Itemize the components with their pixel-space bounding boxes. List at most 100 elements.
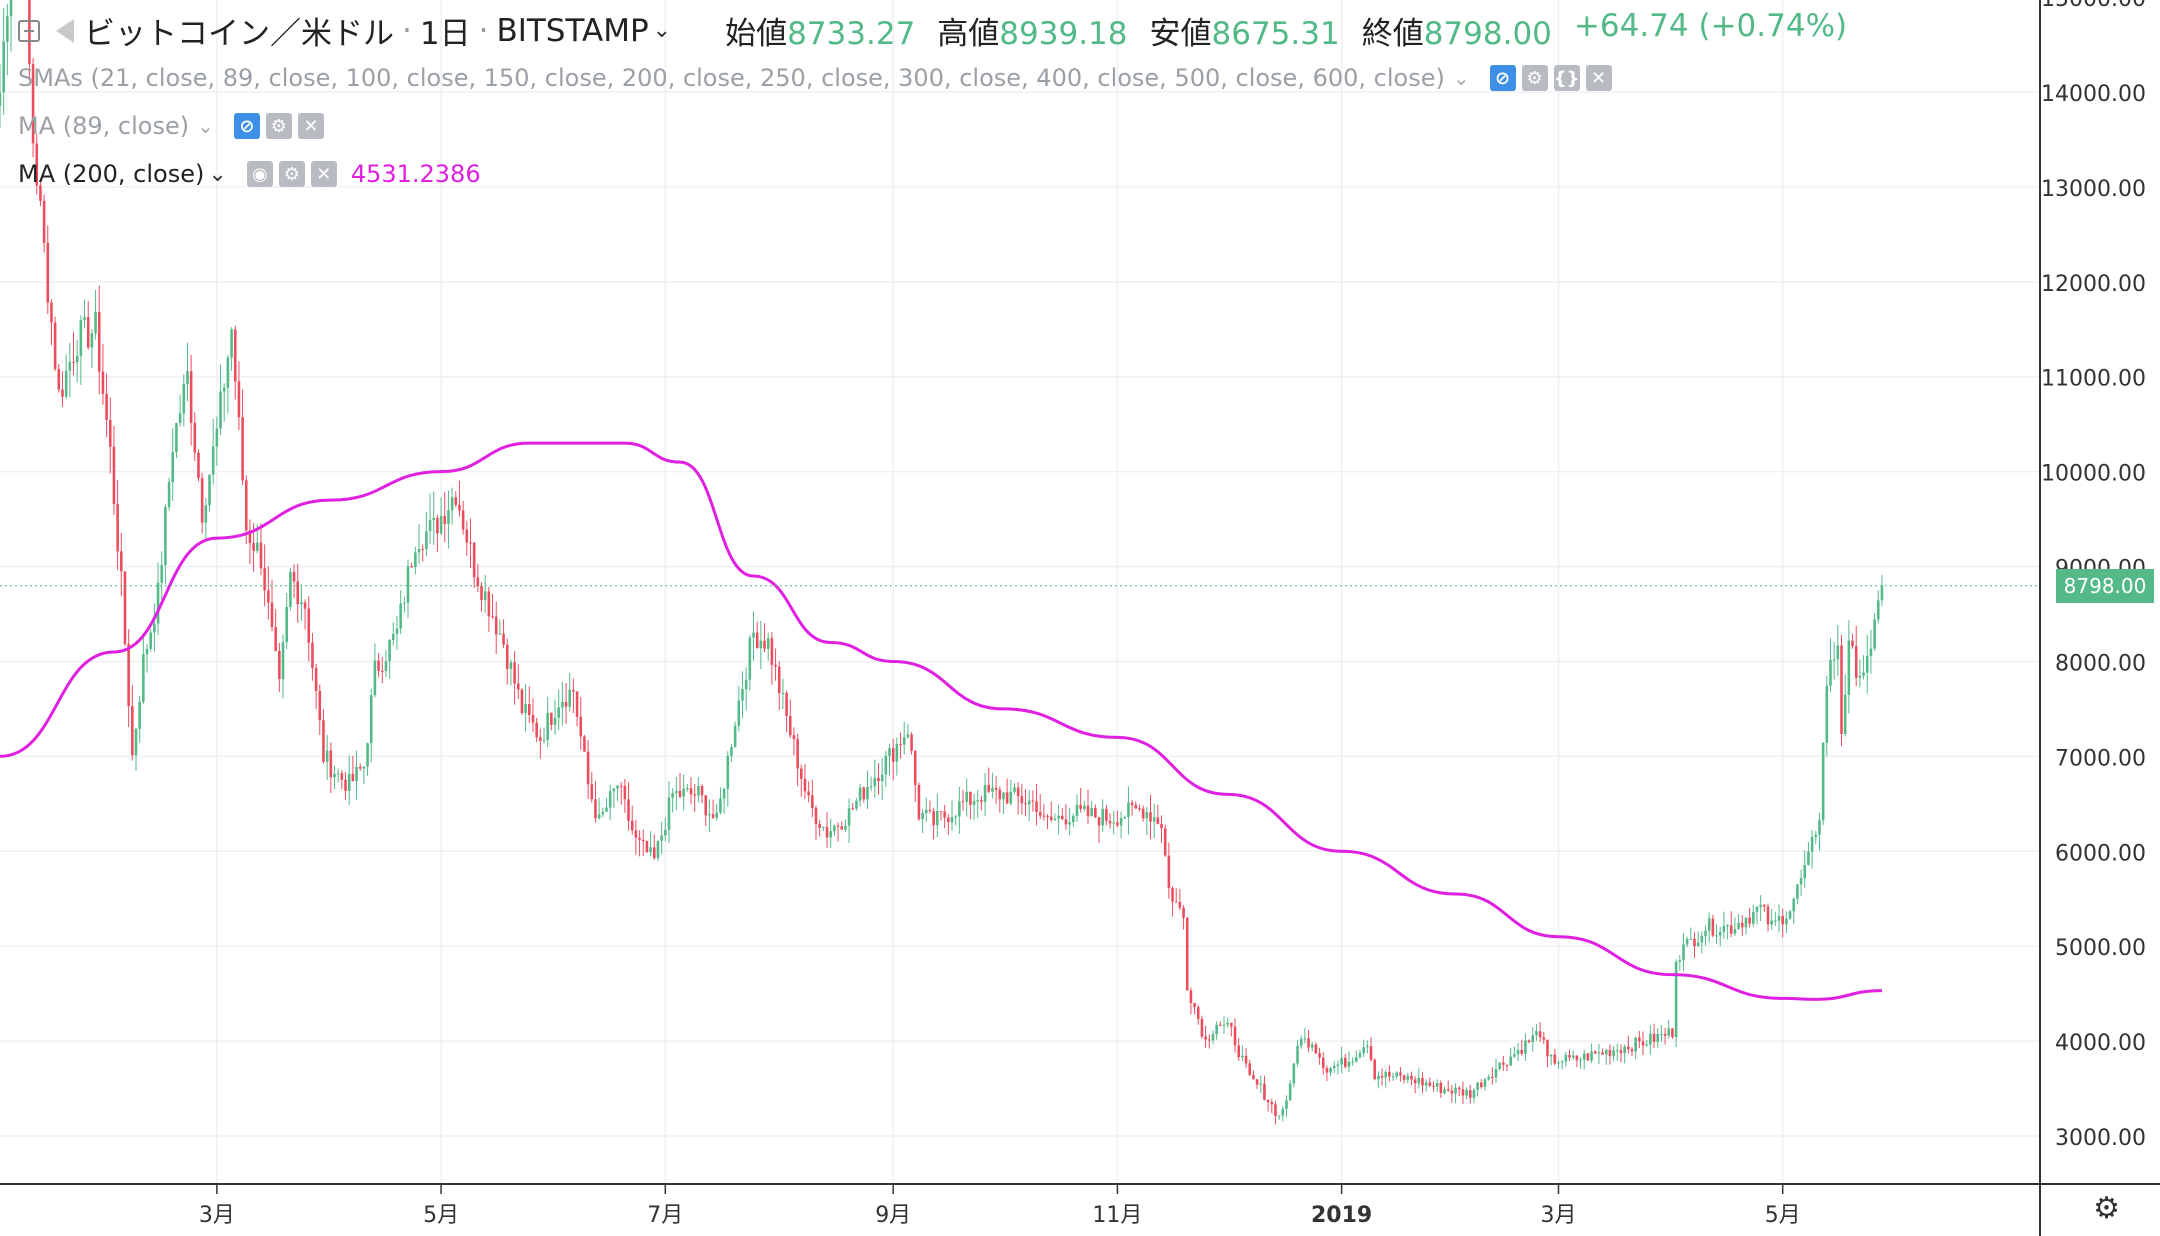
gear-icon[interactable]: ⚙ [265, 113, 292, 139]
candle [796, 733, 799, 787]
candle [649, 831, 652, 857]
candle [1763, 904, 1766, 912]
indicator-legend-ma89[interactable]: MA (89, close) ⌄ ⊘ ⚙ ✕ [18, 112, 324, 140]
candle [1810, 830, 1814, 869]
candle-body [553, 717, 557, 725]
candle [1002, 792, 1005, 815]
candle-body [1693, 938, 1696, 947]
close-icon[interactable]: ✕ [297, 113, 324, 139]
candle [263, 544, 266, 607]
candle [1182, 905, 1185, 930]
candle-body [1123, 817, 1127, 819]
candle-body [1777, 916, 1781, 921]
price-tick-label: 6000.00 [2055, 841, 2146, 866]
close-icon[interactable]: ✕ [1585, 65, 1612, 91]
flag-icon[interactable] [56, 18, 74, 43]
candle-body [292, 571, 296, 582]
candle-body [123, 571, 127, 644]
exchange[interactable]: BITSTAMP [496, 12, 649, 49]
collapse-icon[interactable] [18, 19, 40, 42]
candle [1244, 1048, 1248, 1069]
candle [520, 688, 524, 716]
candle [1718, 926, 1722, 947]
close-label: 終値 [1361, 16, 1424, 52]
candle [1535, 1024, 1538, 1041]
candle-body [134, 728, 138, 756]
indicator-label[interactable]: SMAs (21, close, 89, close, 100, close, … [18, 64, 1445, 92]
candle [1781, 908, 1784, 938]
hidden-eye-icon[interactable]: ⊘ [233, 113, 260, 139]
candle [1575, 1055, 1579, 1068]
indicator-label[interactable]: MA (200, close) [18, 160, 205, 188]
candle-body [678, 790, 682, 797]
eye-icon[interactable]: ◉ [246, 161, 273, 187]
candle [766, 632, 770, 661]
indicator-legend-smas[interactable]: SMAs (21, close, 89, close, 100, close, … [18, 64, 1612, 92]
candle-body [1332, 1065, 1336, 1069]
candle-body [6, 16, 9, 42]
candle-body [1579, 1059, 1582, 1061]
low-label: 安値 [1149, 16, 1212, 52]
candle-body [524, 703, 527, 713]
candle [1862, 655, 1865, 680]
candle-body [57, 368, 61, 390]
candle-body [1020, 796, 1024, 804]
candle-body [90, 333, 94, 348]
candle-body [1178, 901, 1182, 908]
indicator-label[interactable]: MA (89, close) [18, 112, 190, 140]
candle-body [785, 692, 788, 716]
chevron-down-icon[interactable]: ⌄ [652, 18, 672, 43]
candle-body [369, 695, 373, 744]
candle-body [877, 777, 880, 782]
candle-body [520, 689, 524, 713]
candle [730, 744, 733, 762]
candle-body [847, 808, 851, 826]
chevron-down-icon[interactable]: ⌄ [208, 161, 227, 187]
candle-body [682, 788, 685, 797]
chevron-down-icon[interactable]: ⌄ [197, 114, 214, 138]
candle [410, 562, 413, 568]
candle-body [641, 839, 645, 842]
chart-settings-gear-icon[interactable]: ⚙ [2093, 1191, 2120, 1226]
candle-body [1616, 1050, 1619, 1052]
candle-body [344, 779, 347, 791]
candle-body [267, 590, 270, 603]
candle [1880, 574, 1884, 606]
candle [1491, 1067, 1494, 1085]
candle [1259, 1075, 1263, 1094]
candle-body [1292, 1063, 1296, 1084]
candle-body [186, 371, 189, 385]
symbol-legend: ビットコイン／米ドル · 1日 · BITSTAMP ⌄ 始値8733.27 高… [18, 8, 1847, 53]
candle-body [1130, 802, 1134, 806]
candle [483, 575, 487, 613]
source-code-icon[interactable]: {} [1553, 65, 1580, 91]
candle [1057, 804, 1060, 835]
candle-body [546, 712, 549, 741]
candle [1656, 1028, 1660, 1048]
candle [120, 532, 123, 597]
symbol-name[interactable]: ビットコイン／米ドル [84, 16, 394, 52]
candle [855, 797, 858, 811]
gear-icon[interactable]: ⚙ [278, 161, 305, 187]
candle [899, 732, 902, 759]
candle-body [630, 820, 634, 831]
hidden-eye-icon[interactable]: ⊘ [1489, 65, 1516, 91]
candle [505, 638, 509, 685]
candle [222, 383, 226, 422]
open-label: 始値 [725, 16, 788, 52]
candle-body [1230, 1022, 1233, 1027]
candle [744, 667, 748, 711]
indicator-legend-ma200[interactable]: MA (200, close) ⌄ ◉ ⚙ ✕ 4531.2386 [18, 160, 481, 188]
interval[interactable]: 1日 [419, 16, 471, 52]
candle [774, 648, 777, 681]
candle-body [1196, 1007, 1200, 1019]
gear-icon[interactable]: ⚙ [1521, 65, 1548, 91]
candle [1090, 800, 1093, 817]
candle [392, 622, 395, 646]
chevron-down-icon[interactable]: ⌄ [1452, 66, 1470, 90]
candle [1064, 804, 1068, 830]
candle-body [586, 751, 590, 785]
price-tick-label: 3000.00 [2055, 1126, 2146, 1151]
close-icon[interactable]: ✕ [310, 161, 337, 187]
